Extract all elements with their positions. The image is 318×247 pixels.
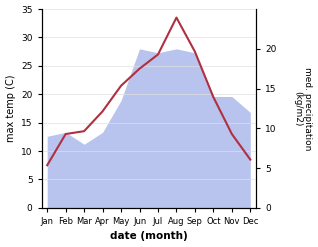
- X-axis label: date (month): date (month): [110, 231, 188, 242]
- Y-axis label: med. precipitation
(kg/m2): med. precipitation (kg/m2): [293, 67, 313, 150]
- Y-axis label: max temp (C): max temp (C): [5, 75, 16, 142]
